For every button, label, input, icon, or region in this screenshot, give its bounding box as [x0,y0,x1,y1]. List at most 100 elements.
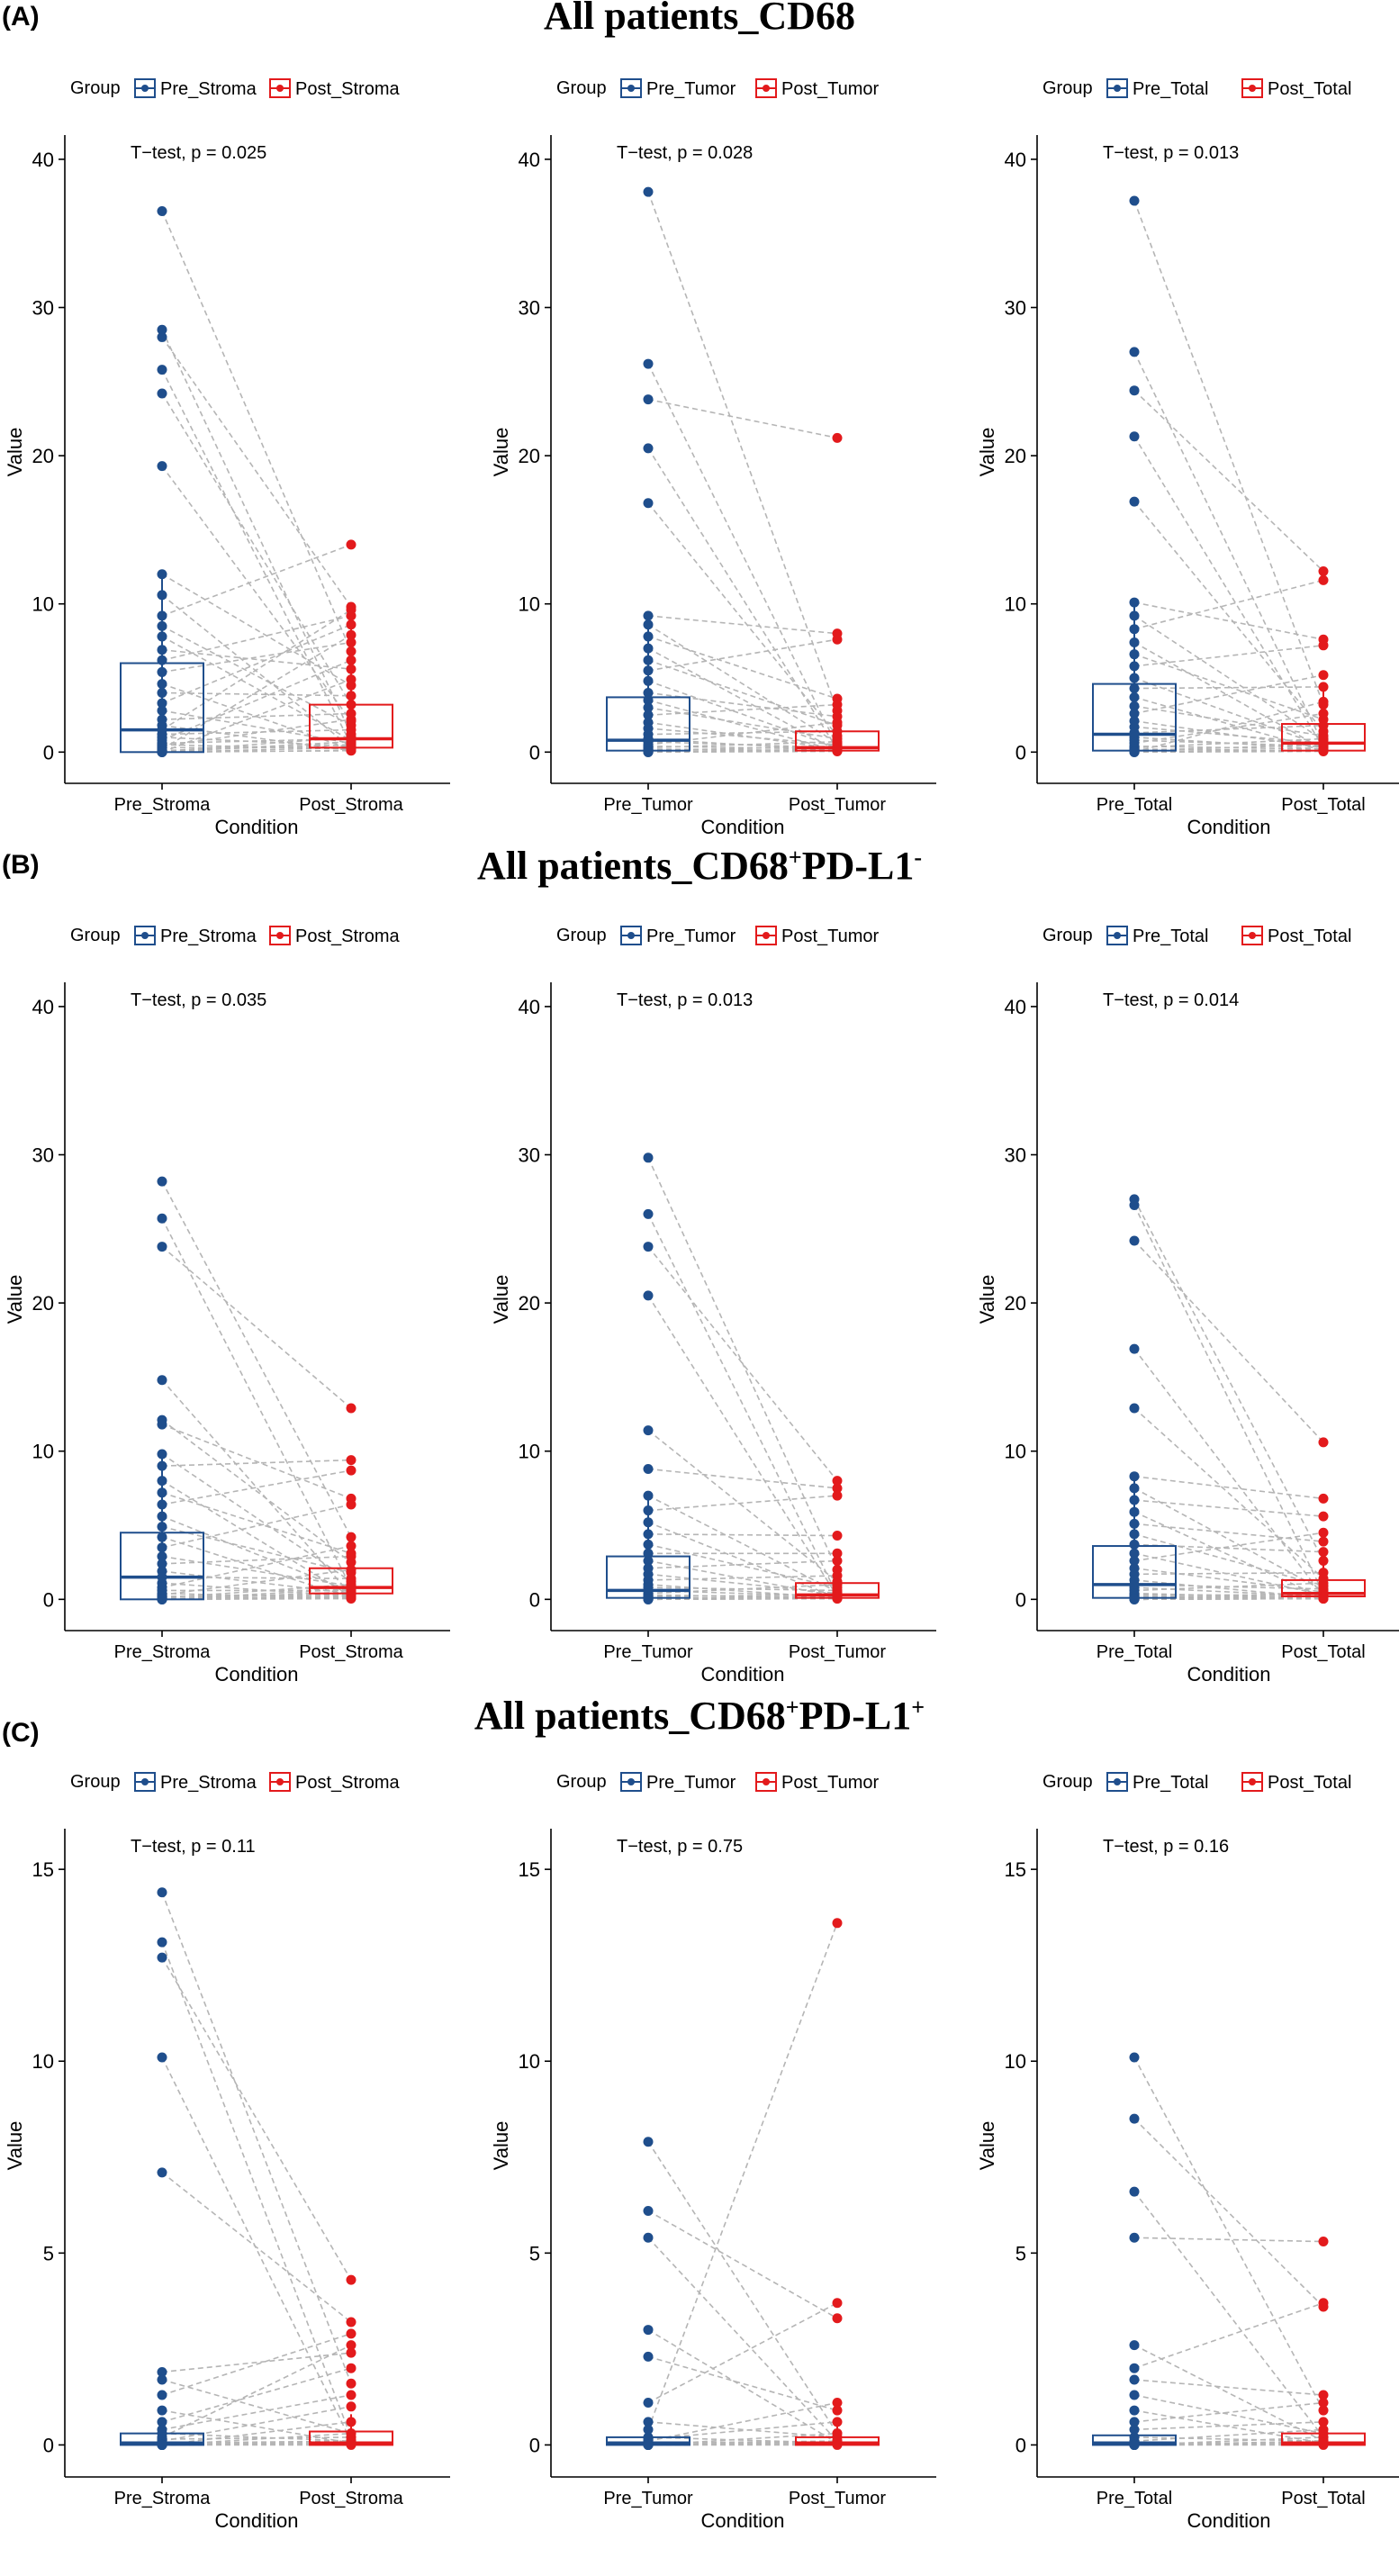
pre-point [1129,597,1140,608]
legend-title: Group [70,78,121,98]
pre-point [157,1887,167,1898]
x-tick-label: Post_Total [1281,2489,1365,2508]
pre-point [1129,637,1140,648]
post-point [832,634,843,645]
pair-line [647,1495,838,1512]
post-point [1318,670,1329,681]
pre-point [1129,649,1140,660]
pre-point [157,2052,167,2063]
y-tick-label: 15 [1005,1858,1026,1881]
post-point [1318,2298,1329,2309]
pre-point [1129,624,1140,635]
pre-point [643,631,654,642]
pre-point [1129,673,1140,683]
pre-point [643,1548,654,1559]
post-point [832,1570,843,1581]
pair-line [161,2379,352,2435]
post-point [1318,1547,1329,1558]
post-point [832,726,843,737]
post-point [346,619,357,630]
x-axis-label: Condition [701,816,785,838]
pre-point [1129,385,1140,396]
pair-line [647,1922,838,2430]
pre-point [1129,1594,1140,1604]
pair-line [647,502,838,737]
pair-line [1133,700,1324,754]
pre-point [157,1542,167,1553]
pair-line [647,638,838,672]
pair-line [1133,1407,1324,1579]
chart-svg: Group Pre_Stroma Post_Stroma 0 10 20 30 40 Pre_S… [4,78,450,838]
pre-point [643,1517,654,1528]
y-tick-label: 30 [32,1144,54,1167]
pre-point [157,1559,167,1569]
y-axis-label: Value [4,1275,26,1324]
legend-key-point [276,1778,284,1785]
chart-svg: Group Pre_Stroma Post_Stroma 0 10 20 30 40 Pre_S… [4,926,450,1686]
y-tick-label: 0 [43,1588,54,1611]
pre-point [643,1463,654,1474]
pre-point [643,2351,654,2362]
pair-line [1133,1348,1324,1597]
pre-point [1129,2340,1140,2351]
post-point [832,2298,843,2309]
pre-point [157,1487,167,1498]
pre-point [1129,2417,1140,2427]
panel-tag-b: (B) [2,850,40,880]
pair-line [161,594,352,748]
legend-key-point [276,85,284,92]
pair-line [1133,2394,1324,2435]
pre-point [1129,2405,1140,2416]
legend-key-point [627,1778,635,1785]
pre-point [157,1419,167,1430]
post-point [832,2313,843,2324]
plot-a-tumor: Group Pre_Tumor Post_Tumor 0 10 20 30 40 Pre_Tum… [486,54,954,882]
pre-point [157,655,167,665]
x-tick-label: Post_Total [1281,795,1365,815]
plot-b-stroma: Group Pre_Stroma Post_Stroma 0 10 20 30 40 Pre_S… [0,901,468,1730]
pair-line [647,2237,838,2442]
post-point [346,2378,357,2389]
pair-line [1133,686,1324,690]
chart-svg: Group Pre_Total Post_Total 0 5 10 15 Pre_Total P… [976,1772,1399,2532]
pair-line [161,1555,352,1565]
post-point [832,1556,843,1567]
pair-line [647,615,838,635]
legend-label: Post_Stroma [295,79,400,99]
x-tick-label: Pre_Tumor [603,795,693,815]
section-title-sup: + [785,1694,799,1721]
pair-line [1133,601,1324,641]
pair-line [1133,641,1324,750]
post-point [346,604,357,615]
pair-line [1133,390,1324,573]
pair-line [647,1214,838,1595]
post-point [832,432,843,443]
pre-point [643,1425,654,1436]
legend-label: Post_Total [1268,926,1351,946]
legend-key-point [763,1778,770,1785]
post-point [832,1918,843,1929]
pair-line [161,2333,352,2396]
pre-point [1129,2113,1140,2124]
x-tick-label: Pre_Tumor [603,2489,693,2508]
pre-point [643,710,654,720]
post-point [832,2405,843,2416]
legend: Group Pre_Tumor Post_Tumor [556,1772,880,1793]
pre-point [1129,431,1140,442]
post-point [346,746,357,756]
pair-line [1133,1597,1324,1601]
pre-point [643,746,654,757]
y-tick-label: 10 [519,593,540,616]
pre-point [1129,1539,1140,1550]
y-tick-label: 40 [1005,149,1026,171]
y-tick-label: 40 [519,149,540,171]
x-axis-label: Condition [701,1663,785,1686]
legend-title: Group [1042,926,1093,945]
legend-title: Group [1042,1772,1093,1792]
pair-line [161,737,352,747]
post-point [346,1403,357,1414]
pre-point [1129,347,1140,357]
pair-line [1133,351,1324,746]
post-point [1318,1493,1329,1504]
y-tick-label: 20 [519,1292,540,1315]
